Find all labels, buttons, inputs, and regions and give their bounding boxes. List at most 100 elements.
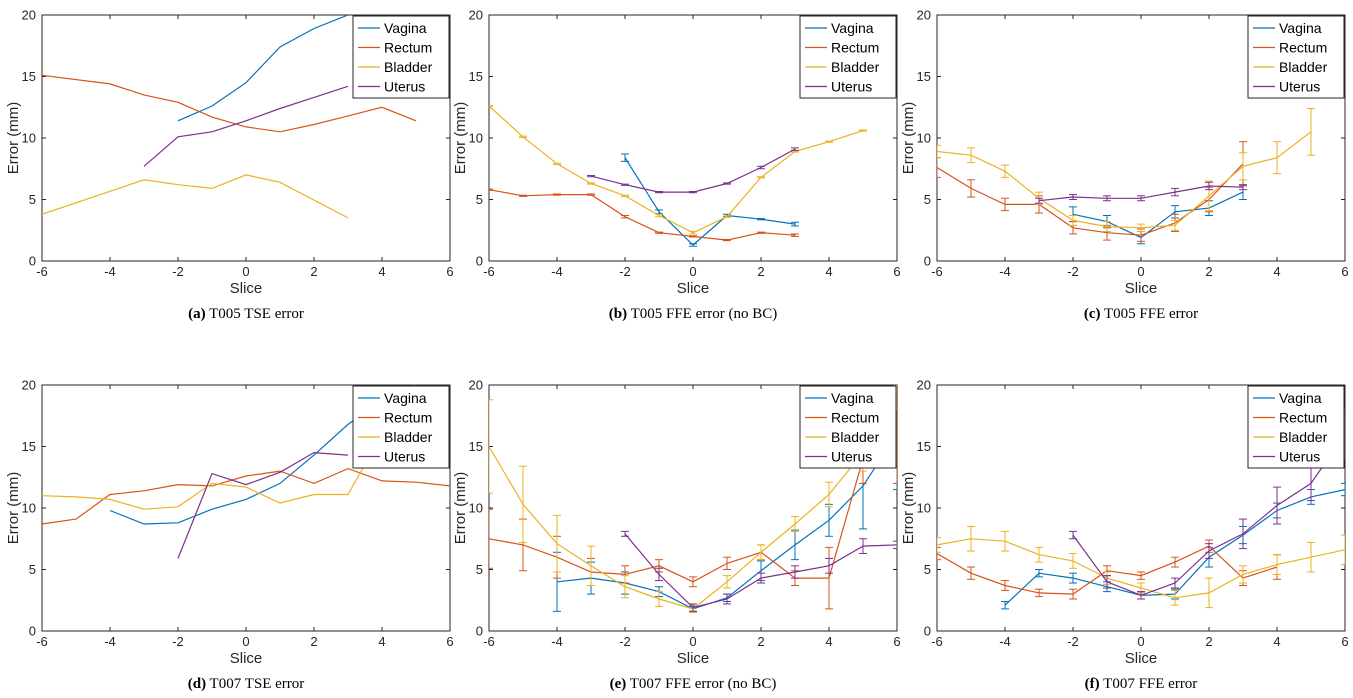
x-axis-label: Slice <box>677 650 710 667</box>
error-bar-bladder <box>621 194 629 197</box>
x-tick-label: 6 <box>893 634 900 649</box>
x-tick-label: 4 <box>825 264 832 279</box>
error-bar-rectum <box>825 546 833 610</box>
caption-text: T007 TSE error <box>206 676 304 692</box>
error-bar-bladder <box>723 575 731 589</box>
error-bar-rectum <box>723 556 731 570</box>
subplot-caption: (a) T005 TSE error <box>188 306 304 322</box>
x-tick-label: 4 <box>1273 264 1280 279</box>
error-bar-bladder <box>553 162 561 165</box>
y-tick-label: 5 <box>924 562 931 577</box>
plot-area <box>489 385 897 614</box>
error-bar-rectum <box>791 233 799 237</box>
legend-box <box>1247 15 1345 99</box>
y-tick-label: 15 <box>469 439 483 454</box>
error-bar-vagina <box>689 243 697 247</box>
legend-label-rectum: Rectum <box>384 40 432 56</box>
subplot-caption: (f) T007 FFE error <box>1085 676 1198 692</box>
legend: Vagina Rectum Bladder Uterus <box>1247 15 1345 99</box>
error-bar-bladder <box>1001 164 1009 178</box>
error-bar-rectum <box>519 194 527 197</box>
caption-label: (b) <box>609 306 627 322</box>
legend-label-bladder: Bladder <box>1279 429 1328 445</box>
error-bar-bladder <box>587 545 595 586</box>
legend: Vagina Rectum Bladder Uterus <box>352 15 450 99</box>
error-bar-bladder <box>1205 577 1213 609</box>
y-tick-label: 5 <box>476 562 483 577</box>
error-bar-uterus <box>893 540 897 550</box>
subplot-caption: (c) T005 FFE error <box>1084 306 1198 322</box>
error-bar-vagina <box>655 209 663 215</box>
error-bar-rectum <box>1069 588 1077 600</box>
y-axis-label: Error (mm) <box>452 472 469 544</box>
y-tick-label: 0 <box>924 624 931 639</box>
error-bar-uterus <box>723 182 731 185</box>
error-bar-bladder <box>489 104 493 108</box>
legend-label-uterus: Uterus <box>384 79 425 95</box>
error-bar-rectum <box>489 188 493 191</box>
error-bar-bladder <box>937 144 941 159</box>
error-bar-uterus <box>621 530 629 537</box>
error-bar-uterus <box>1205 181 1213 191</box>
y-tick-label: 10 <box>917 501 931 516</box>
error-bar-bladder <box>757 544 765 561</box>
error-bar-uterus <box>859 538 867 555</box>
error-bar-rectum <box>1001 197 1009 212</box>
legend-label-rectum: Rectum <box>1279 410 1327 426</box>
y-tick-label: 5 <box>29 562 36 577</box>
x-axis-label: Slice <box>1125 650 1158 667</box>
x-tick-label: 0 <box>689 264 696 279</box>
x-tick-label: -4 <box>551 634 563 649</box>
subplot-caption: (d) T007 TSE error <box>188 676 305 692</box>
error-bar-bladder <box>587 182 595 185</box>
legend-label-vagina: Vagina <box>1279 20 1322 36</box>
caption-label: (f) <box>1085 676 1100 692</box>
error-bar-bladder <box>859 129 867 132</box>
legend-box <box>799 15 897 99</box>
x-tick-label: 6 <box>1341 634 1348 649</box>
y-tick-label: 15 <box>917 439 931 454</box>
error-bar-bladder <box>553 514 561 573</box>
error-bar-uterus <box>825 557 833 574</box>
y-tick-label: 15 <box>469 69 483 84</box>
error-bar-bladder <box>1001 530 1009 552</box>
error-bar-bladder <box>1239 152 1247 181</box>
legend: Vagina Rectum Bladder Uterus <box>352 385 450 469</box>
error-bar-uterus <box>1171 577 1179 589</box>
legend-label-bladder: Bladder <box>831 59 880 75</box>
error-bar-bladder <box>1035 546 1043 563</box>
x-tick-label: 2 <box>310 634 317 649</box>
error-bar-rectum <box>655 231 663 234</box>
series-line-bladder <box>42 174 349 219</box>
error-bar-uterus <box>1205 543 1213 559</box>
legend-label-rectum: Rectum <box>1279 40 1327 56</box>
y-tick-label: 15 <box>22 439 36 454</box>
x-tick-label: 0 <box>1137 264 1144 279</box>
error-bar-rectum <box>689 576 697 588</box>
caption-label: (e) <box>610 676 627 692</box>
error-bar-bladder <box>519 135 527 138</box>
error-bar-rectum <box>723 238 731 242</box>
error-bar-bladder <box>1137 223 1145 232</box>
error-bar-uterus <box>1307 465 1315 502</box>
error-bar-uterus <box>689 191 697 194</box>
error-bar-uterus <box>1239 518 1247 550</box>
y-axis-label: Error (mm) <box>5 102 22 174</box>
y-tick-label: 5 <box>924 192 931 207</box>
x-axis-label: Slice <box>230 650 263 667</box>
legend-box <box>352 15 450 99</box>
legend-label-vagina: Vagina <box>1279 390 1322 406</box>
error-bar-vagina <box>757 218 765 221</box>
error-bar-uterus <box>723 593 731 605</box>
x-tick-label: -2 <box>1067 264 1079 279</box>
caption-text: T007 FFE error <box>1100 676 1198 692</box>
caption-label: (c) <box>1084 306 1101 322</box>
error-bar-vagina <box>791 221 799 227</box>
error-bar-uterus <box>1239 184 1247 191</box>
error-bar-bladder <box>723 215 731 218</box>
error-bar-rectum <box>1001 580 1009 591</box>
legend-label-vagina: Vagina <box>831 390 874 406</box>
y-tick-label: 5 <box>29 192 36 207</box>
x-tick-label: 2 <box>310 264 317 279</box>
error-bar-bladder <box>655 591 663 607</box>
